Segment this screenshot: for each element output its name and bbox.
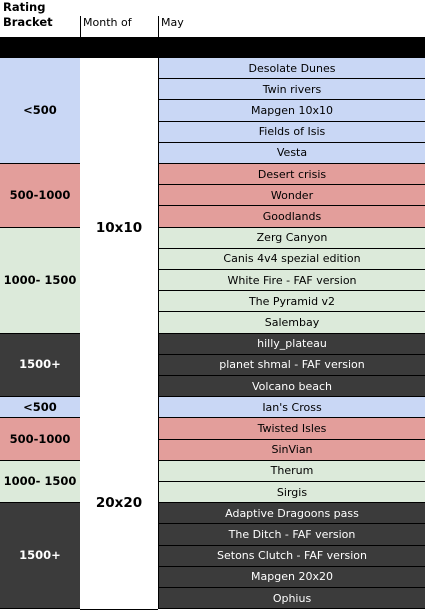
map-cell[interactable]: Goodlands xyxy=(158,206,425,228)
map-cell[interactable]: Ian's Cross xyxy=(158,397,425,419)
map-cell[interactable]: The Ditch - FAF version xyxy=(158,524,425,546)
map-cell[interactable]: Setons Clutch - FAF version xyxy=(158,545,425,567)
map-cell[interactable]: hilly_plateau xyxy=(158,333,425,355)
header-separator-bar xyxy=(0,37,425,58)
rating-bracket-cell[interactable]: 1000- 1500 xyxy=(0,460,80,504)
header-divider xyxy=(80,16,81,37)
rating-bracket-header[interactable]: Rating Bracket xyxy=(3,0,53,29)
month-of-header[interactable]: Month of xyxy=(83,16,132,29)
map-cell[interactable]: Mapgen 20x20 xyxy=(158,566,425,588)
map-cell[interactable]: White Fire - FAF version xyxy=(158,270,425,292)
map-cell[interactable]: Vesta xyxy=(158,142,425,164)
map-cell[interactable]: Zerg Canyon xyxy=(158,227,425,249)
map-cell[interactable]: Adaptive Dragoons pass xyxy=(158,503,425,525)
map-cell[interactable]: planet shmal - FAF version xyxy=(158,354,425,376)
map-cell[interactable]: SinVian xyxy=(158,439,425,461)
map-cell[interactable]: Desert crisis xyxy=(158,164,425,186)
rating-bracket-cell[interactable]: <500 xyxy=(0,58,80,164)
rating-bracket-cell[interactable]: <500 xyxy=(0,397,80,419)
map-size-cell[interactable]: 20x20 xyxy=(80,397,158,610)
map-cell[interactable]: Twisted Isles xyxy=(158,418,425,440)
rating-bracket-cell[interactable]: 1000- 1500 xyxy=(0,227,80,334)
map-cell[interactable]: Canis 4v4 spezial edition xyxy=(158,248,425,270)
rating-bracket-cell[interactable]: 1500+ xyxy=(0,333,80,398)
map-cell[interactable]: Mapgen 10x10 xyxy=(158,100,425,122)
header-divider xyxy=(158,16,159,37)
rating-bracket-cell[interactable]: 500-1000 xyxy=(0,418,80,461)
map-cell[interactable]: The Pyramid v2 xyxy=(158,291,425,313)
map-cell[interactable]: Therum xyxy=(158,460,425,482)
map-cell[interactable]: Wonder xyxy=(158,185,425,207)
rating-bracket-cell[interactable]: 1500+ xyxy=(0,503,80,610)
map-size-cell[interactable]: 10x10 xyxy=(80,58,158,399)
map-cell[interactable]: Twin rivers xyxy=(158,79,425,101)
map-cell[interactable]: Desolate Dunes xyxy=(158,58,425,80)
map-cell[interactable]: Salembay xyxy=(158,312,425,334)
map-cell[interactable]: Fields of Isis xyxy=(158,121,425,143)
map-cell[interactable]: Volcano beach xyxy=(158,376,425,398)
month-value-header[interactable]: May xyxy=(161,16,184,29)
map-cell[interactable]: Sirgis xyxy=(158,482,425,504)
map-cell[interactable]: Ophius xyxy=(158,588,425,610)
rating-bracket-cell[interactable]: 500-1000 xyxy=(0,164,80,228)
